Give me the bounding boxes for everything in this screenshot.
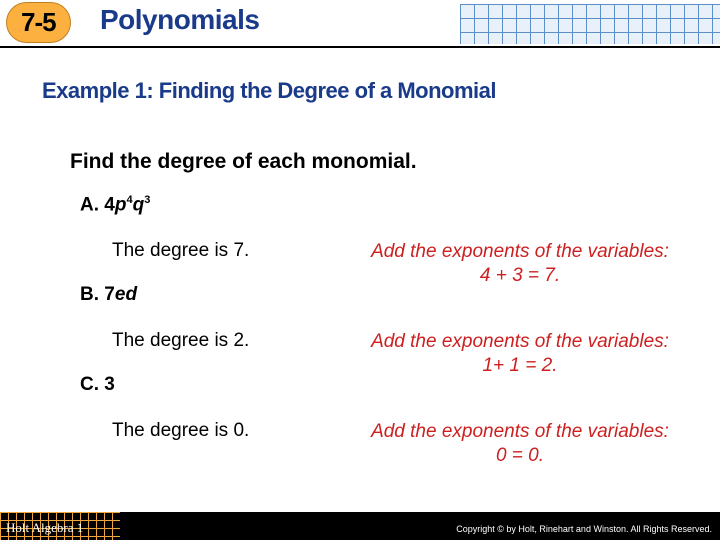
item-C-expr: 3	[104, 374, 115, 395]
hint-C: Add the exponents of the variables: 0 = …	[370, 420, 670, 468]
item-A-exp2: 3	[144, 194, 150, 206]
hint-A: Add the exponents of the variables: 4 + …	[370, 240, 670, 288]
answer-A: The degree is 7.	[112, 240, 249, 262]
answer-B: The degree is 2.	[112, 330, 249, 352]
item-B: B. 7ed	[80, 284, 137, 306]
item-B-var1: e	[115, 284, 126, 305]
item-A-var1: p	[115, 194, 127, 215]
item-C: C. 3	[80, 374, 115, 396]
item-A: A. 4p4q3	[80, 194, 150, 216]
item-B-var2: d	[125, 284, 137, 305]
item-B-coeff: 7	[104, 284, 115, 305]
lesson-number-badge: 7-5	[6, 2, 71, 43]
item-A-label: A.	[80, 194, 99, 215]
item-A-coeff: 4	[104, 194, 115, 215]
chapter-title: Polynomials	[100, 4, 259, 36]
footer-copyright: Copyright © by Holt, Rinehart and Winsto…	[456, 524, 712, 534]
item-A-var2: q	[133, 194, 145, 215]
instruction-text: Find the degree of each monomial.	[70, 150, 417, 174]
example-title: Example 1: Finding the Degree of a Monom…	[42, 78, 496, 104]
header-grid-decoration	[460, 4, 720, 44]
hint-B: Add the exponents of the variables: 1+ 1…	[370, 330, 670, 378]
footer-book-title: Holt Algebra 1	[6, 520, 83, 536]
answer-C: The degree is 0.	[112, 420, 249, 442]
header-bar: 7-5 Polynomials	[0, 0, 720, 48]
item-C-label: C.	[80, 374, 99, 395]
footer-bar: Holt Algebra 1 Copyright © by Holt, Rine…	[0, 512, 720, 540]
item-B-label: B.	[80, 284, 99, 305]
